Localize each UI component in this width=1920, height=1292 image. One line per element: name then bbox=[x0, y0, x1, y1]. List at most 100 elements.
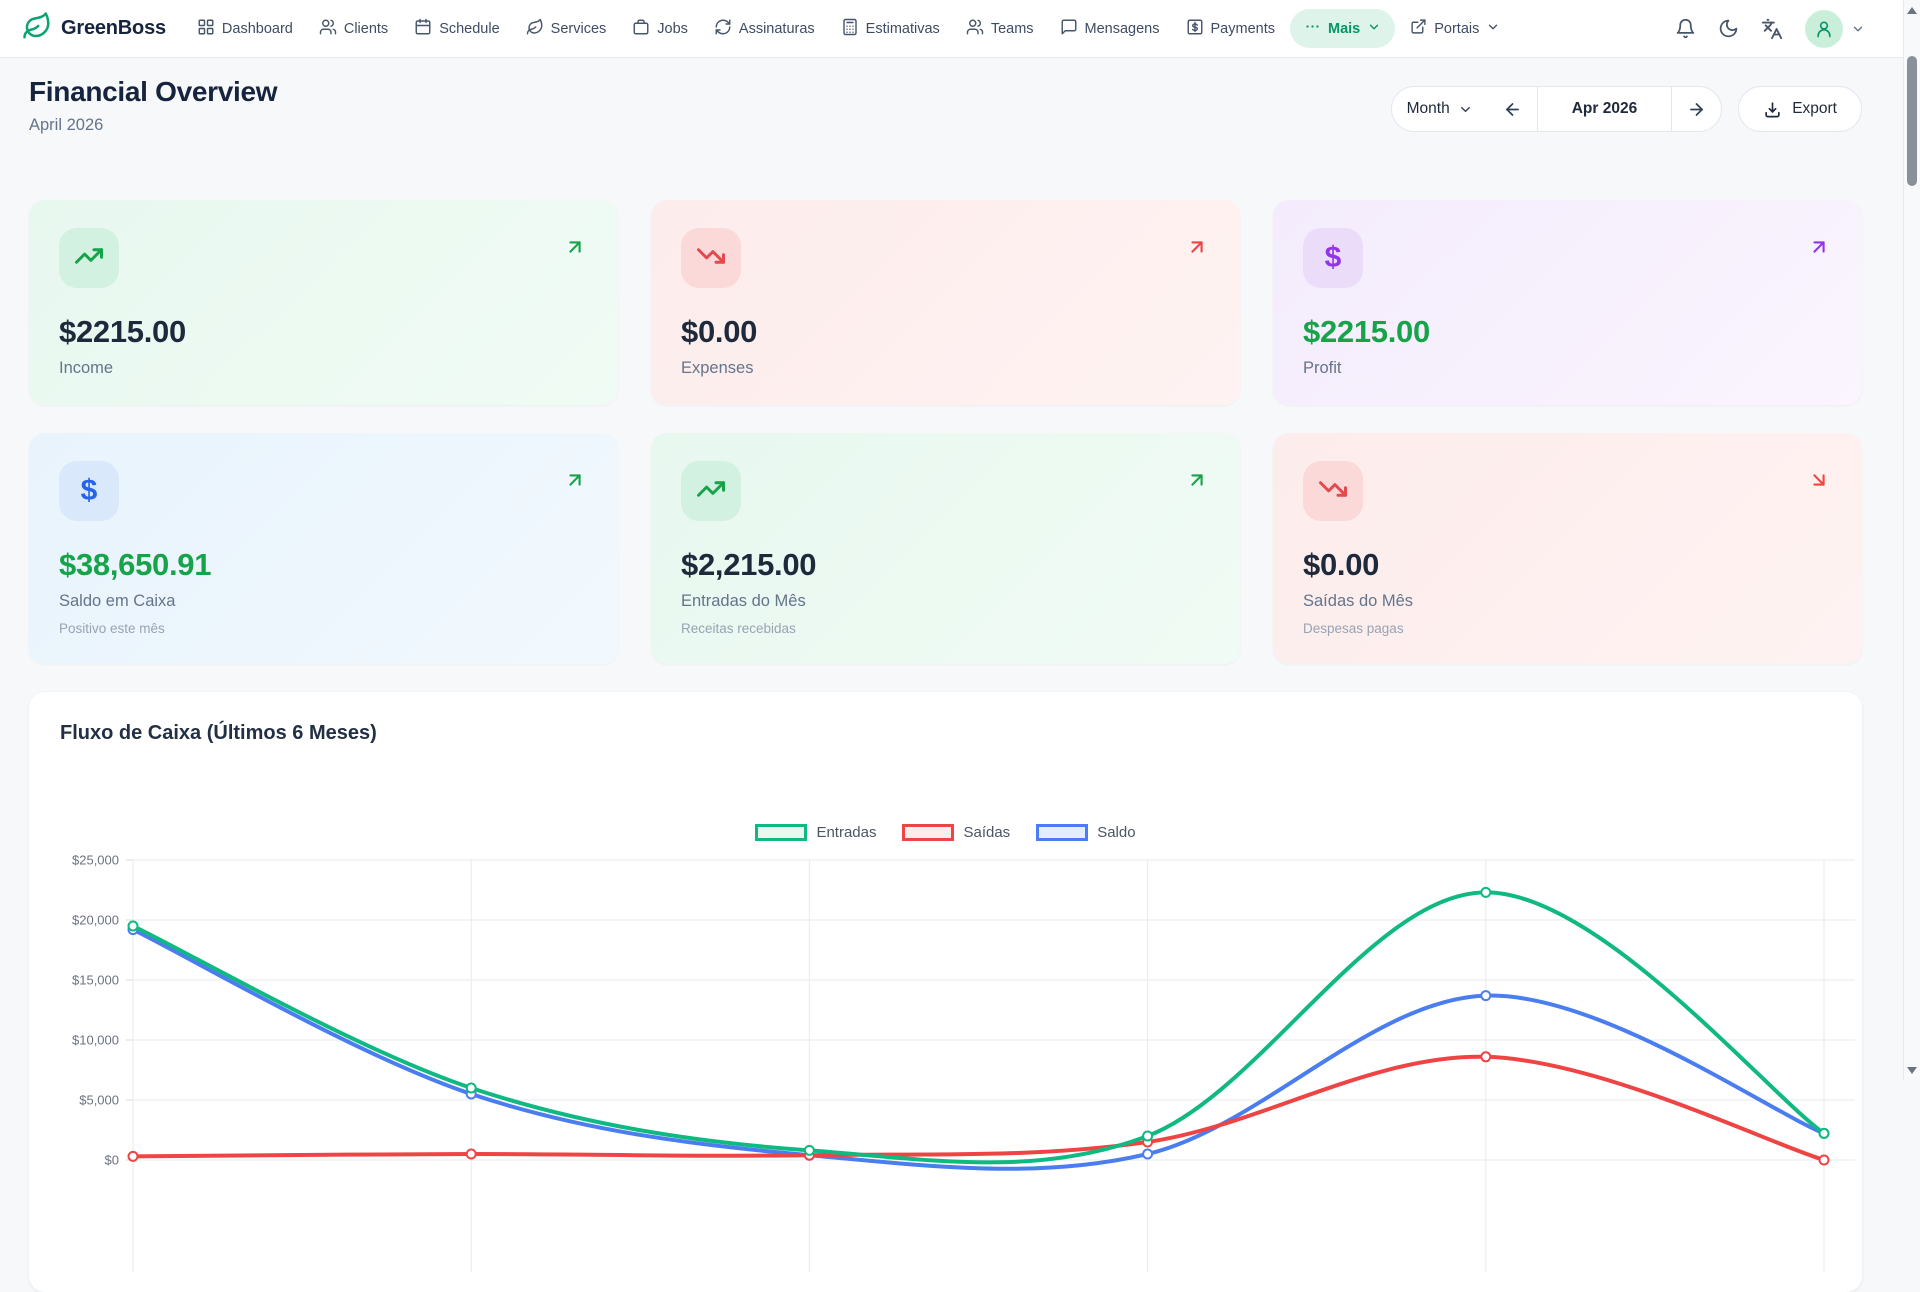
card-value: $0.00 bbox=[681, 314, 758, 349]
nav-item-label: Portais bbox=[1434, 20, 1480, 37]
avatar bbox=[1805, 9, 1843, 48]
nav-item-dashboard[interactable]: Dashboard bbox=[186, 9, 304, 49]
card-subtitle: Despesas pagas bbox=[1303, 621, 1404, 636]
external-link-icon bbox=[1410, 18, 1427, 39]
card-label: Entradas do Mês bbox=[681, 592, 806, 610]
scrollbar-down-arrow[interactable] bbox=[1904, 1062, 1920, 1078]
nav-item-label: Clients bbox=[343, 20, 389, 37]
nav-item-mais[interactable]: Mais bbox=[1289, 9, 1396, 48]
legend-swatch bbox=[1036, 824, 1089, 841]
legend-item-saldo[interactable]: Saldo bbox=[1036, 824, 1136, 841]
prev-period-button[interactable] bbox=[1488, 87, 1537, 131]
card-label: Expenses bbox=[681, 359, 754, 377]
nav-right-actions bbox=[1675, 9, 1881, 48]
arrow-up-right-icon[interactable] bbox=[1186, 236, 1208, 263]
language-icon[interactable] bbox=[1761, 18, 1783, 40]
stat-card-saldo-em-caixa[interactable]: $ $38,650.91 Saldo em Caixa Positivo este m… bbox=[29, 433, 618, 664]
period-value: Apr 2026 bbox=[1571, 100, 1638, 117]
chevron-down-icon bbox=[1460, 106, 1470, 112]
card-icon-tile bbox=[681, 228, 741, 288]
chart-legend: Entradas Saídas Saldo bbox=[29, 824, 1862, 841]
nav-item-label: Assinaturas bbox=[738, 20, 815, 37]
period-selector: Month Apr 2026 bbox=[1390, 86, 1723, 132]
nav-item-assinaturas[interactable]: Assinaturas bbox=[703, 9, 826, 49]
card-subtitle: Positivo este mês bbox=[59, 621, 165, 636]
legend-item-sa-das[interactable]: Saídas bbox=[902, 824, 1010, 841]
arrow-up-right-icon[interactable] bbox=[1808, 236, 1830, 263]
nav-item-portais[interactable]: Portais bbox=[1399, 9, 1511, 48]
svg-text:$5,000: $5,000 bbox=[79, 1093, 119, 1108]
export-button[interactable]: Export bbox=[1738, 86, 1862, 132]
nav-item-teams[interactable]: Teams bbox=[955, 9, 1045, 49]
card-value: $2215.00 bbox=[59, 314, 186, 349]
arrow-up-right-icon[interactable] bbox=[564, 469, 586, 496]
arrow-right-icon bbox=[1690, 102, 1704, 116]
data-point-marker bbox=[1142, 1148, 1154, 1160]
svg-text:$15,000: $15,000 bbox=[72, 973, 119, 988]
nav-item-jobs[interactable]: Jobs bbox=[621, 9, 699, 49]
card-value: $2215.00 bbox=[1303, 314, 1430, 349]
brand[interactable]: GreenBoss bbox=[22, 11, 166, 46]
nav-item-estimativas[interactable]: Estimativas bbox=[830, 9, 951, 49]
data-point-marker bbox=[1480, 1051, 1492, 1063]
svg-text:$25,000: $25,000 bbox=[72, 853, 119, 868]
next-period-button[interactable] bbox=[1672, 87, 1721, 131]
card-value: $38,650.91 bbox=[59, 547, 212, 582]
leaf-logo-icon bbox=[22, 11, 52, 46]
nav-item-schedule[interactable]: Schedule bbox=[403, 9, 510, 49]
nav-item-label: Payments bbox=[1210, 20, 1275, 37]
dark-mode-moon-icon[interactable] bbox=[1718, 18, 1739, 39]
stat-card-profit[interactable]: $ $2215.00 Profit bbox=[1273, 200, 1862, 405]
stat-card-expenses[interactable]: $0.00 Expenses bbox=[651, 200, 1240, 405]
data-point-marker bbox=[1480, 886, 1492, 898]
scrollbar-thumb[interactable] bbox=[1907, 56, 1917, 186]
data-point-marker bbox=[127, 1150, 139, 1162]
stat-card-sa-das-do-m-s[interactable]: $0.00 Saídas do Mês Despesas pagas bbox=[1273, 433, 1862, 664]
legend-label: Saldo bbox=[1097, 824, 1136, 841]
stat-cards-row-1: $2215.00 Income $0.00 Expenses $ $2215.00 Prof… bbox=[29, 200, 1862, 405]
data-point-marker bbox=[465, 1082, 477, 1094]
card-subtitle: Receitas recebidas bbox=[681, 621, 796, 636]
scrollbar-up-arrow[interactable] bbox=[1904, 2, 1920, 18]
svg-text:$20,000: $20,000 bbox=[72, 913, 119, 928]
period-mode-dropdown[interactable]: Month bbox=[1392, 87, 1488, 131]
nav-item-clients[interactable]: Clients bbox=[308, 9, 399, 49]
nav-item-label: Estimativas bbox=[865, 20, 940, 37]
user-menu[interactable] bbox=[1805, 9, 1865, 48]
chevron-down-icon bbox=[1853, 26, 1863, 31]
chart-title: Fluxo de Caixa (Últimos 6 Meses) bbox=[60, 722, 377, 744]
page-scrollbar[interactable] bbox=[1903, 0, 1920, 1080]
page-subtitle: April 2026 bbox=[29, 116, 104, 134]
nav-item-label: Jobs bbox=[657, 20, 688, 37]
users-icon bbox=[966, 18, 984, 40]
nav-item-payments[interactable]: Payments bbox=[1175, 9, 1286, 49]
stat-card-income[interactable]: $2215.00 Income bbox=[29, 200, 618, 405]
nav-item-label: Services bbox=[550, 20, 607, 37]
nav-item-mensagens[interactable]: Mensagens bbox=[1049, 9, 1171, 49]
brand-name: GreenBoss bbox=[61, 17, 166, 39]
bell-icon[interactable] bbox=[1675, 18, 1696, 39]
dollar-square-icon bbox=[1186, 18, 1204, 40]
legend-swatch bbox=[902, 824, 955, 841]
divider bbox=[1536, 87, 1538, 131]
message-icon bbox=[1060, 18, 1078, 40]
card-icon-tile bbox=[59, 228, 119, 288]
trending-up-icon bbox=[696, 474, 726, 509]
nav-item-services[interactable]: Services bbox=[515, 9, 618, 49]
nav-item-label: Mais bbox=[1327, 20, 1361, 37]
download-icon bbox=[1765, 101, 1780, 117]
card-icon-tile bbox=[681, 461, 741, 521]
stat-card-entradas-do-m-s[interactable]: $2,215.00 Entradas do Mês Receitas recebid… bbox=[651, 433, 1240, 664]
users-icon bbox=[319, 18, 337, 40]
arrow-left-icon bbox=[1505, 102, 1519, 116]
trending-down-icon bbox=[1318, 474, 1348, 509]
page-header: Financial Overview April 2026 Month Apr … bbox=[29, 76, 1862, 135]
page-title: Financial Overview bbox=[29, 76, 278, 107]
divider bbox=[1671, 87, 1673, 131]
arrow-up-right-icon[interactable] bbox=[1186, 469, 1208, 496]
arrow-up-right-icon[interactable] bbox=[564, 236, 586, 263]
cashflow-line-chart: $25,000 $20,000 $15,000 $10,000 $5,000 $0 bbox=[72, 853, 1855, 1272]
arrow-down-right-icon[interactable] bbox=[1808, 469, 1830, 496]
series-line-saldo bbox=[131, 927, 1826, 1171]
legend-item-entradas[interactable]: Entradas bbox=[755, 824, 876, 841]
